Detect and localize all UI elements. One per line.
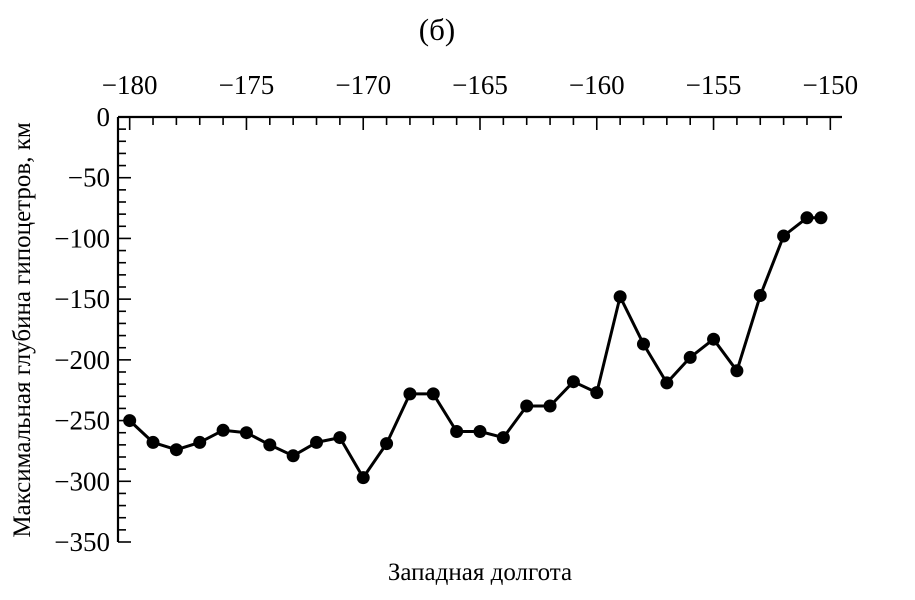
data-point	[310, 435, 324, 449]
data-point	[777, 229, 791, 243]
data-point	[753, 289, 767, 302]
panel-title: (б)	[419, 12, 455, 47]
data-point	[800, 211, 814, 225]
data-point	[286, 449, 300, 463]
x-tick-label: −170	[335, 70, 391, 100]
data-point	[814, 211, 828, 225]
x-axis-title: Западная долгота	[388, 559, 572, 586]
data-point	[380, 437, 394, 451]
data-point	[496, 431, 510, 445]
data-point	[450, 425, 464, 438]
y-tick-label: −250	[54, 406, 110, 436]
data-point	[613, 290, 627, 304]
data-point	[707, 332, 721, 346]
data-point	[193, 435, 207, 449]
x-tick-label: −155	[686, 70, 742, 100]
x-tick-label: −175	[219, 70, 275, 100]
data-point	[426, 387, 440, 401]
series-line	[128, 216, 821, 480]
data-point	[403, 387, 417, 401]
data-point	[333, 431, 347, 445]
data-point	[543, 399, 557, 413]
y-tick-label: −100	[54, 223, 110, 253]
y-tick-label: −300	[54, 466, 110, 496]
data-point	[146, 435, 160, 449]
data-point	[683, 350, 697, 364]
x-tick-label: −150	[802, 70, 858, 100]
data-point	[636, 337, 650, 351]
data-point	[660, 376, 674, 390]
y-tick-label: −350	[54, 527, 110, 557]
x-tick-label: −180	[102, 70, 158, 100]
y-tick-label: −150	[54, 284, 110, 314]
y-axis-ticks: 0 −50 −100 −150 −200 −250 −300 −350	[54, 102, 131, 557]
y-tick-label: −50	[68, 163, 110, 193]
data-point	[520, 399, 534, 413]
data-point	[356, 471, 370, 485]
data-point	[730, 364, 744, 378]
y-axis-title: Максимальная глубина гипоцетров, км	[9, 122, 36, 538]
data-point	[123, 414, 137, 428]
x-axis-ticks: −180 −175 −170 −165 −160 −155 −150	[102, 70, 858, 130]
x-tick-label: −165	[452, 70, 508, 100]
data-point	[566, 375, 580, 389]
x-tick-label: −160	[569, 70, 625, 100]
axes	[116, 115, 842, 542]
data-points	[123, 211, 828, 485]
y-tick-label: 0	[97, 102, 111, 132]
y-tick-label: −200	[54, 345, 110, 375]
data-point	[239, 426, 253, 440]
data-point	[169, 443, 183, 457]
data-point	[216, 423, 230, 437]
data-point	[473, 425, 487, 438]
data-point	[590, 386, 604, 400]
data-point	[263, 438, 277, 452]
